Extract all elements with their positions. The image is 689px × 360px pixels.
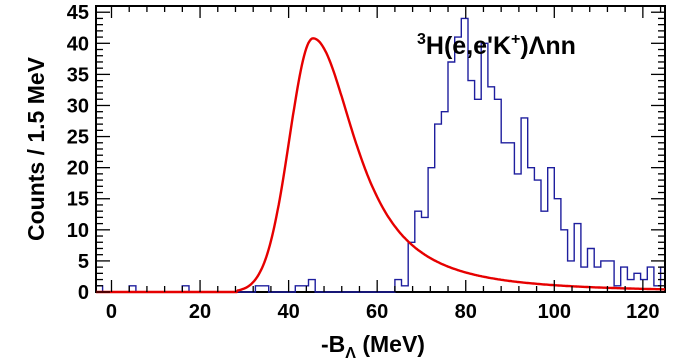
y-tick-label: 20 [67, 158, 89, 180]
x-tick-label: 20 [189, 301, 211, 323]
fit-curve [96, 37, 665, 294]
x-tick-label: 120 [626, 301, 659, 323]
reaction-label: 3H(e,e'K+)Λnn [417, 31, 576, 60]
x-tick-label: 40 [277, 301, 299, 323]
y-tick-label: 15 [67, 189, 89, 211]
y-tick-label: 0 [78, 282, 89, 304]
x-tick-label: 100 [538, 301, 571, 323]
y-tick-label: 45 [67, 2, 89, 24]
reaction-charge: + [511, 31, 520, 48]
x-tick-label: 0 [106, 301, 117, 323]
plot-frame [95, 5, 666, 293]
x-axis-title: -BΛ (MeV) [321, 331, 425, 360]
y-tick-label: 30 [67, 95, 89, 117]
x-tick-label: 80 [455, 301, 477, 323]
x-tick-labels: 0 20 40 60 80 100 120 [106, 301, 660, 323]
y-tick-label: 25 [67, 127, 89, 149]
histogram-series [96, 17, 665, 293]
x-axis-title-main: -B [321, 331, 345, 357]
y-tick-label: 40 [67, 33, 89, 55]
y-tick-label: 10 [67, 220, 89, 242]
y-axis-title: Counts / 1.5 MeV [23, 56, 49, 241]
reaction-products: )Λnn [520, 32, 576, 60]
axis-ticks [96, 5, 665, 293]
x-axis-title-unit: (MeV) [356, 331, 425, 357]
x-tick-label: 60 [366, 301, 388, 323]
y-tick-labels: 0 5 10 15 20 25 30 35 40 45 [67, 2, 89, 304]
reaction-main: H(e,e'K [426, 32, 511, 60]
y-tick-label: 5 [78, 251, 89, 273]
x-axis-title-sub: Λ [345, 345, 356, 360]
reaction-mass-number: 3 [417, 31, 426, 48]
y-tick-label: 35 [67, 64, 89, 86]
